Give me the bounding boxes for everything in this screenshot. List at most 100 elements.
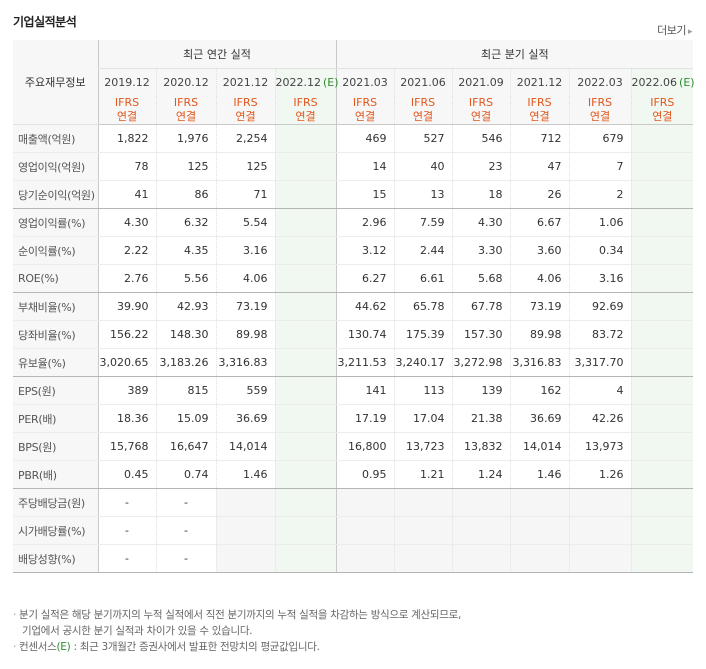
- value-cell: 86: [155, 180, 216, 209]
- basis-label: 연결: [412, 110, 434, 123]
- value-cell: 2: [568, 180, 632, 209]
- empty-cell: [509, 516, 570, 545]
- value-cell: 65.78: [393, 292, 453, 321]
- note-consensus-label: 컨센서스: [19, 641, 57, 653]
- period-header-row: 2019.12 2020.12 2021.12 2022.12 (E) 2021.03 20…: [13, 68, 695, 96]
- row-label: ROE(%): [13, 264, 98, 293]
- value-cell: 3,020.65: [97, 348, 156, 377]
- empty-cell: [335, 544, 395, 573]
- value-cell: 3,240.17: [393, 348, 453, 377]
- value-cell: 546: [451, 124, 511, 153]
- note-line-2: 기업에서 공시한 분기 실적과 차이가 있을 수 있습니다.: [22, 625, 253, 637]
- basis-label: 연결: [295, 110, 316, 123]
- note-consensus-e: (E): [56, 641, 71, 653]
- value-cell: 18: [451, 180, 511, 209]
- ifrs-header-row: IFRS 연결 IFRS 연결 IFRS 연결 IFRS 연결 IFRS 연결 IFRS 연결 IFRS…: [13, 96, 694, 125]
- row-label: 순이익률(%): [13, 236, 98, 265]
- value-cell: 2.96: [335, 208, 395, 237]
- value-cell: 157.30: [451, 320, 511, 349]
- more-link[interactable]: 더보기 ▸: [657, 22, 692, 38]
- value-cell: 36.69: [509, 404, 570, 433]
- ifrs-basis-cell: IFRS 연결: [274, 96, 337, 125]
- value-cell: 4.06: [509, 264, 570, 293]
- period-label: 2021.03: [342, 75, 388, 89]
- value-cell: 89.98: [509, 320, 570, 349]
- value-cell: 6.32: [155, 208, 216, 237]
- row-label: BPS(원): [13, 432, 98, 461]
- period-label: 2021.12: [516, 75, 563, 89]
- empty-cell: [630, 236, 694, 265]
- empty-cell: [215, 488, 275, 517]
- empty-cell: [630, 264, 694, 293]
- row-label: EPS(원): [13, 376, 98, 405]
- value-cell: 2.22: [97, 236, 156, 265]
- value-cell: 125: [155, 152, 216, 181]
- value-cell: -: [155, 544, 216, 573]
- row-label: 매출액(억원): [13, 124, 98, 153]
- empty-cell: [630, 292, 694, 321]
- empty-cell: [274, 180, 337, 209]
- value-cell: 5.68: [451, 264, 511, 293]
- value-cell: 5.54: [215, 208, 275, 237]
- period-header: 2021.12: [509, 68, 570, 96]
- value-cell: 47: [509, 152, 570, 181]
- ifrs-basis-cell: IFRS 연결: [509, 96, 570, 125]
- empty-cell: [274, 404, 337, 433]
- table-row: 당좌비율(%) 156.22 148.30 89.98 130.74 175.39 157.…: [13, 320, 694, 349]
- value-cell: 39.90: [97, 292, 156, 321]
- period-label: 2021.06: [400, 75, 446, 89]
- empty-cell: [335, 516, 395, 545]
- financial-table-body: 매출액(억원) 1,822 1,976 2,254 469 527 546 712 679 영업이…: [13, 124, 694, 573]
- row-label: PER(배): [13, 404, 98, 433]
- basis-label: 연결: [175, 110, 197, 123]
- period-label: 2022.06: [631, 75, 678, 89]
- empty-cell: [274, 544, 337, 573]
- ifrs-label: IFRS: [410, 96, 436, 109]
- value-cell: 4.35: [155, 236, 216, 265]
- period-label: 2019.12: [104, 75, 150, 89]
- value-cell: 14: [335, 152, 395, 181]
- value-cell: 815: [155, 376, 216, 405]
- empty-cell: [335, 488, 395, 517]
- ifrs-label: IFRS: [468, 96, 494, 109]
- period-label: 2022.12: [275, 75, 322, 89]
- value-cell: 15.09: [155, 404, 216, 433]
- period-header: 2019.12: [97, 68, 156, 96]
- value-cell: 389: [97, 376, 156, 405]
- note-consensus-text: : 최근 3개월간 증권사에서 발표한 전망치의 평균값입니다.: [70, 641, 320, 653]
- empty-cell: [274, 124, 337, 153]
- ifrs-label: IFRS: [173, 96, 199, 109]
- basis-label: 연결: [589, 110, 611, 123]
- empty-cell: [630, 516, 694, 545]
- note-line-1: 분기 실적은 해당 분기까지의 누적 실적에서 직전 분기까지의 누적 실적을 …: [19, 609, 462, 621]
- table-row: PBR(배) 0.45 0.74 1.46 0.95 1.21 1.24 1.46 1.26: [13, 460, 694, 489]
- table-row: 영업이익(억원) 78 125 125 14 40 23 47 7: [13, 152, 694, 181]
- value-cell: -: [155, 488, 216, 517]
- more-label: 더보기: [657, 24, 686, 37]
- basis-label: 연결: [235, 110, 256, 123]
- table-row: 부채비율(%) 39.90 42.93 73.19 44.62 65.78 67.78 73.…: [13, 292, 694, 321]
- period-label: 2021.09: [458, 75, 504, 89]
- basis-label: 연결: [652, 110, 673, 123]
- table-row: ROE(%) 2.76 5.56 4.06 6.27 6.61 5.68 4.06 3.16: [13, 264, 694, 293]
- value-cell: 23: [451, 152, 511, 181]
- ifrs-label: IFRS: [352, 96, 378, 109]
- table-row: 배당성향(%) - -: [13, 544, 694, 573]
- value-cell: 1.46: [215, 460, 275, 489]
- empty-cell: [274, 236, 337, 265]
- value-cell: 92.69: [568, 292, 632, 321]
- value-cell: 40: [393, 152, 453, 181]
- empty-cell: [393, 544, 453, 573]
- ifrs-basis-cell: IFRS 연결: [155, 96, 216, 125]
- estimate-mark: (E): [323, 75, 339, 89]
- value-cell: 139: [451, 376, 511, 405]
- value-cell: 78: [97, 152, 156, 181]
- empty-cell: [630, 488, 694, 517]
- row-head-label: 주요재무정보: [13, 40, 98, 125]
- value-cell: 1,822: [97, 124, 156, 153]
- period-header-estimate: 2022.12 (E): [274, 68, 339, 96]
- value-cell: 125: [215, 152, 275, 181]
- basis-label: 연결: [354, 110, 376, 123]
- value-cell: 15: [335, 180, 395, 209]
